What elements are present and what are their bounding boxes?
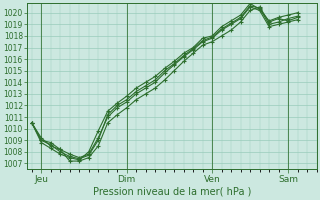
X-axis label: Pression niveau de la mer( hPa ): Pression niveau de la mer( hPa )	[92, 187, 251, 197]
